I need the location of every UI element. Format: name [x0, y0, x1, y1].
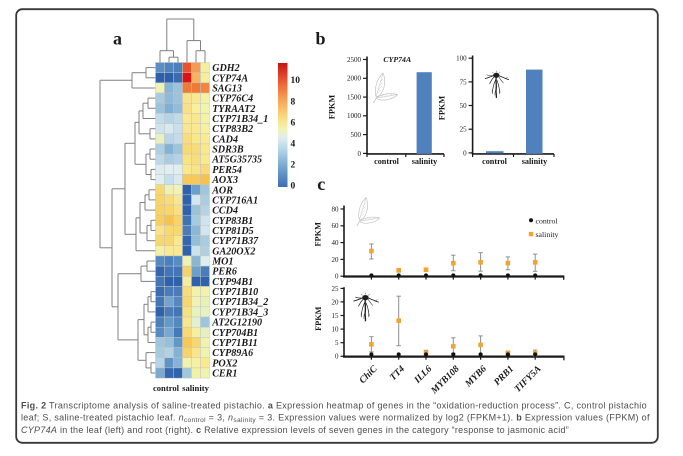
svg-text:MO1: MO1: [211, 257, 233, 268]
svg-text:control: control: [374, 157, 400, 166]
svg-text:GDH2: GDH2: [212, 63, 239, 74]
svg-text:c: c: [317, 174, 325, 194]
svg-text:Fig. 2 Transcriptome analysis: Fig. 2 Transcriptome analysis of saline-…: [21, 400, 647, 410]
svg-text:CYP74A: CYP74A: [383, 55, 411, 64]
svg-text:500: 500: [351, 131, 362, 139]
svg-text:0: 0: [335, 273, 339, 281]
svg-text:CYP94B1: CYP94B1: [212, 277, 253, 288]
svg-text:FPKM: FPKM: [314, 222, 323, 247]
svg-text:TYRAAT2: TYRAAT2: [212, 104, 255, 115]
svg-text:salinity: salinity: [182, 383, 209, 393]
svg-text:POX2: POX2: [212, 358, 237, 369]
svg-text:CYP76C4: CYP76C4: [212, 94, 253, 105]
svg-text:2: 2: [291, 161, 296, 171]
svg-text:PER54: PER54: [212, 165, 242, 176]
svg-text:20: 20: [332, 298, 340, 306]
svg-text:0: 0: [335, 353, 339, 361]
svg-text:CCD4: CCD4: [212, 206, 238, 217]
svg-text:control: control: [536, 216, 559, 225]
svg-text:4: 4: [291, 140, 296, 150]
svg-text:AT5G35735: AT5G35735: [211, 155, 262, 166]
svg-text:FPKM: FPKM: [438, 96, 447, 121]
svg-text:1500: 1500: [347, 94, 362, 102]
svg-text:25: 25: [460, 126, 468, 134]
svg-text:salinity: salinity: [522, 157, 548, 166]
svg-text:SDR3B: SDR3B: [212, 145, 244, 156]
svg-text:CYP71B34_2: CYP71B34_2: [212, 297, 268, 308]
svg-text:CYP71B34_3: CYP71B34_3: [212, 307, 268, 318]
svg-text:0: 0: [463, 149, 467, 157]
svg-text:b: b: [316, 29, 326, 49]
svg-text:10: 10: [291, 76, 301, 86]
svg-text:salinity: salinity: [412, 157, 438, 166]
svg-text:20: 20: [332, 256, 340, 264]
svg-text:CAD4: CAD4: [212, 134, 238, 145]
svg-text:CYP71B11: CYP71B11: [212, 338, 257, 349]
svg-text:40: 40: [332, 239, 340, 247]
svg-text:CYP71B34_1: CYP71B34_1: [212, 114, 268, 125]
svg-text:CER1: CER1: [212, 369, 237, 380]
svg-text:AOX3: AOX3: [211, 175, 238, 186]
svg-text:FPKM: FPKM: [314, 306, 323, 331]
svg-text:CYP71B37: CYP71B37: [212, 236, 259, 247]
svg-text:salinity: salinity: [536, 230, 559, 239]
svg-text:75: 75: [460, 78, 468, 86]
svg-text:CYP716A1: CYP716A1: [212, 195, 258, 206]
svg-text:SAG13: SAG13: [212, 84, 242, 95]
svg-text:80: 80: [332, 205, 340, 213]
svg-text:2000: 2000: [347, 75, 362, 83]
svg-text:2500: 2500: [347, 56, 362, 64]
svg-text:FPKM: FPKM: [328, 95, 337, 120]
svg-text:CYP71B10: CYP71B10: [212, 287, 258, 298]
svg-text:8: 8: [291, 97, 296, 107]
svg-text:5: 5: [335, 339, 339, 347]
svg-text:PER6: PER6: [212, 267, 238, 278]
svg-text:60: 60: [332, 222, 340, 230]
svg-text:AOR: AOR: [211, 185, 233, 196]
svg-text:50: 50: [460, 102, 468, 110]
svg-text:100: 100: [456, 55, 467, 63]
svg-text:1000: 1000: [347, 112, 362, 120]
svg-text:CYP83B2: CYP83B2: [212, 124, 253, 135]
svg-text:25: 25: [332, 285, 340, 293]
svg-text:10: 10: [332, 326, 340, 334]
svg-text:leaf; S, saline-treated pistac: leaf; S, saline-treated pistachio leaf. …: [21, 413, 650, 425]
svg-text:CYP81D5: CYP81D5: [212, 226, 254, 237]
svg-text:6: 6: [291, 118, 296, 128]
svg-text:a: a: [113, 28, 122, 48]
svg-text:AT2G12190: AT2G12190: [211, 318, 262, 329]
svg-text:GA20OX2: GA20OX2: [212, 246, 255, 257]
svg-text:control: control: [153, 383, 180, 393]
svg-text:control: control: [482, 157, 508, 166]
svg-text:CYP74A: CYP74A: [212, 73, 248, 84]
svg-text:15: 15: [332, 312, 340, 320]
svg-text:0: 0: [358, 150, 362, 158]
svg-text:CYP89A6: CYP89A6: [212, 348, 254, 359]
svg-text:CYP704B1: CYP704B1: [212, 328, 258, 339]
svg-text:CYP74A in the leaf (left) and: CYP74A in the leaf (left) and root (righ…: [21, 425, 569, 435]
svg-text:0: 0: [291, 182, 296, 192]
svg-text:CYP83B1: CYP83B1: [212, 216, 253, 227]
